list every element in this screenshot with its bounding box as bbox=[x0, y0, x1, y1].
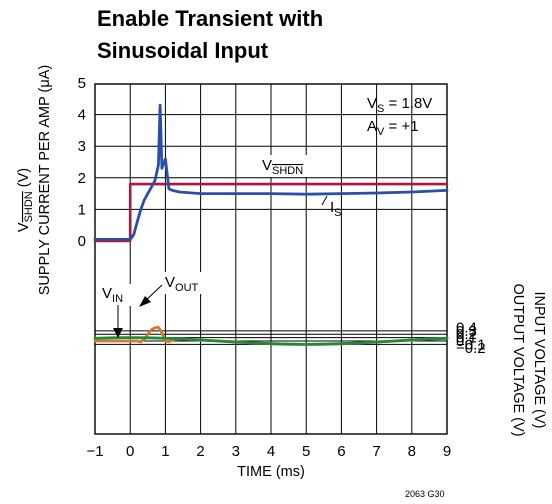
x-tick-label: 3 bbox=[232, 443, 240, 460]
annotation-is-sub: S bbox=[334, 207, 341, 219]
y-left-tick-label: 5 bbox=[78, 75, 86, 92]
x-tick-label: 1 bbox=[161, 443, 169, 460]
x-tick-label: −1 bbox=[86, 443, 103, 460]
condition-av: AV = +1 bbox=[367, 118, 419, 138]
y-left-label-vshdn-pre: V bbox=[16, 222, 32, 232]
annotation-is-pre: I bbox=[330, 199, 334, 216]
plot-frame bbox=[94, 83, 448, 435]
y-left-tick-label: 4 bbox=[78, 107, 86, 124]
vshdn-label-bg bbox=[258, 155, 318, 177]
annotation-vin: VIN bbox=[102, 285, 123, 305]
condition-vs: VS = 1.8V bbox=[367, 95, 432, 115]
y-right-label-input-voltage: INPUT VOLTAGE (V) bbox=[531, 292, 547, 429]
condition-av-sub: V bbox=[377, 126, 385, 138]
annotation-vin-sub: IN bbox=[112, 293, 123, 305]
y-right-label-output-voltage: OUTPUT VOLTAGE (V) bbox=[510, 283, 526, 436]
annotation-vshdn-sub: SHDN bbox=[272, 165, 303, 177]
y-left-tick-label: 2 bbox=[78, 170, 86, 187]
y-left-label-vshdn-post: (V) bbox=[16, 168, 32, 191]
series-vshdn bbox=[93, 182, 449, 243]
chart-title-line-2: Sinusoidal Input bbox=[97, 38, 269, 63]
annotation-vin-pre: V bbox=[102, 285, 112, 302]
vin-arrow-head bbox=[113, 328, 123, 338]
annotation-is: IS bbox=[330, 199, 342, 219]
x-tick-label: 5 bbox=[302, 443, 310, 460]
x-tick-label: 6 bbox=[337, 443, 345, 460]
y-left-tick-label: 1 bbox=[78, 201, 86, 218]
y-right-tick-label: −0.2 bbox=[456, 340, 486, 357]
condition-vs-sub: S bbox=[377, 103, 384, 115]
condition-av-pre: A bbox=[367, 118, 377, 135]
y-right-tick-label: 0.4 bbox=[456, 319, 477, 336]
y-left-label-vshdn: VSHDN (V) bbox=[16, 168, 35, 232]
condition-av-post: = +1 bbox=[384, 118, 418, 135]
chart-title: Enable Transient with Sinusoidal Input bbox=[97, 6, 323, 63]
x-tick-label: 9 bbox=[443, 443, 451, 460]
x-tick-label: 2 bbox=[196, 443, 204, 460]
y-left-label-vshdn-sub: SHDN bbox=[23, 191, 35, 222]
condition-vs-pre: V bbox=[367, 95, 377, 112]
annotation-vout: VOUT bbox=[165, 274, 199, 294]
y-right-tick-labels: 0.40.30.20.10−0.1−0.2 bbox=[456, 319, 486, 356]
series-vin bbox=[93, 336, 449, 346]
vin-label-bg bbox=[100, 284, 134, 306]
annotation-vout-pre: V bbox=[165, 274, 175, 291]
y-left-label-supply-current: SUPPLY CURRENT PER AMP (μA) bbox=[37, 65, 53, 295]
condition-vs-post: = 1.8V bbox=[384, 95, 432, 112]
annotation-vshdn-pre: V bbox=[262, 157, 272, 174]
y-left-tick-label: 3 bbox=[78, 138, 86, 155]
y-right-tick-label: −0.1 bbox=[456, 336, 486, 353]
y-right-tick-label: 0.1 bbox=[456, 330, 477, 347]
x-tick-label: 4 bbox=[267, 443, 275, 460]
x-tick-labels: −1 0 1 2 3 4 5 6 7 8 9 bbox=[86, 443, 451, 460]
annotation-vshdn: VSHDN bbox=[262, 157, 303, 177]
y-right-tick-label: 0 bbox=[456, 333, 464, 350]
x-tick-label: 0 bbox=[126, 443, 134, 460]
series-is bbox=[93, 103, 449, 241]
grid bbox=[95, 84, 447, 434]
y-right-tick-label: 0.3 bbox=[456, 323, 477, 340]
annotation-is-leader bbox=[321, 195, 328, 206]
y-right-tick-label: 0.2 bbox=[456, 326, 477, 343]
vout-arrow-head bbox=[139, 296, 151, 307]
x-tick-label: 8 bbox=[408, 443, 416, 460]
y-left-tick-labels: 0 1 2 3 4 5 bbox=[78, 75, 86, 250]
x-tick-label: 7 bbox=[372, 443, 380, 460]
series-layer bbox=[93, 103, 449, 346]
annotation-vout-sub: OUT bbox=[175, 282, 199, 294]
chart-title-line-1: Enable Transient with bbox=[97, 6, 323, 31]
vout-label-bg bbox=[162, 272, 212, 294]
figure-code: 2063 G30 bbox=[405, 489, 445, 499]
x-axis-label: TIME (ms) bbox=[237, 464, 305, 480]
y-left-tick-label: 0 bbox=[78, 233, 86, 250]
